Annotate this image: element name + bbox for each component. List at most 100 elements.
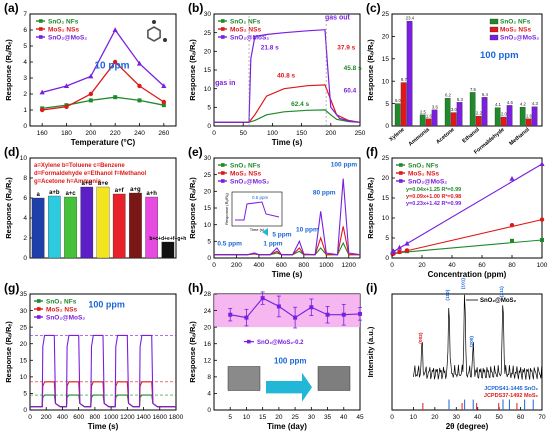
y-tick-label: 20 <box>204 49 212 56</box>
inset-arrow-icon <box>262 228 268 236</box>
y-tick-label: 7 <box>23 11 27 18</box>
y-tick-label: 5 <box>385 235 389 242</box>
legend-swatch <box>489 26 499 33</box>
response-time-label: 62.4 s <box>291 101 309 108</box>
data-point <box>404 240 410 246</box>
category-label: Xylene <box>388 127 405 143</box>
bar <box>475 115 482 127</box>
panel-label: (h) <box>188 281 203 295</box>
x-tick-label: 240 <box>134 130 145 137</box>
legend-entry: SnO₂ NFs <box>500 19 531 26</box>
x-axis-label: Temperature (°C) <box>71 138 136 147</box>
bar <box>481 97 488 127</box>
legend-marker <box>221 27 225 31</box>
x-tick-label: 200 <box>41 414 52 421</box>
x-tick-label: 10 <box>243 414 251 421</box>
y-tick-label: 25 <box>382 11 390 18</box>
bar-value-label: 2.2 <box>476 111 483 116</box>
data-point <box>293 315 298 320</box>
fit-equation: y=0.04x+1.25 R²=0.99 <box>406 186 461 193</box>
bar <box>500 116 507 127</box>
y-tick-label: 35 <box>20 291 28 298</box>
data-point <box>63 83 70 88</box>
y-tick-label: 15 <box>204 205 212 212</box>
data-point <box>88 73 94 79</box>
y-tick-label: 6 <box>23 27 27 34</box>
category-label: Ammonia <box>408 126 432 147</box>
legend-entry: MoS₂ NSs <box>46 306 77 313</box>
x-axis-label: Time (day) <box>267 422 307 431</box>
data-point <box>309 305 314 310</box>
bar <box>531 106 538 127</box>
x-tick-label: 220 <box>110 130 121 137</box>
legend-entry: MoS₂ NSs <box>408 170 439 177</box>
y-tick-label: 15 <box>20 357 28 364</box>
y-tick-label: 3 <box>23 75 27 82</box>
y-axis-label: Intensity (a.u.) <box>366 326 375 377</box>
gas-key-line: g=Acetone h=Ammonia <box>34 179 102 185</box>
bar <box>506 105 513 127</box>
x-tick-label: 0 <box>212 130 216 137</box>
condition-annotation: 100 ppm <box>480 50 519 61</box>
x-tick-label: 5 <box>228 414 232 421</box>
data-point <box>260 296 265 301</box>
y-tick-label: 0 <box>207 123 211 130</box>
data-point <box>539 161 545 166</box>
bar <box>48 195 61 259</box>
x-tick-label: 150 <box>296 130 307 137</box>
legend-marker <box>37 315 41 319</box>
plot-frame <box>391 13 543 127</box>
legend-entry: SnO₂ NFs <box>48 18 79 25</box>
x-axis-label: Time (s) <box>88 422 119 431</box>
fit-equation: y=0.23x+1.42 R²=0.99 <box>406 200 461 207</box>
bar-value-label: 5.3 <box>457 97 464 102</box>
x-tick-label: 200 <box>85 130 96 137</box>
bar-category-label: a+d <box>82 181 93 187</box>
plot-frame <box>391 293 543 411</box>
legend-entry: MoS₂ NSs <box>230 26 261 33</box>
x-tick-label: 100 <box>267 130 278 137</box>
legend-entry: MoS₂ NSs <box>230 170 261 177</box>
series-line <box>214 109 361 123</box>
fit-line <box>392 219 543 255</box>
data-point <box>161 99 167 105</box>
bar <box>450 112 457 127</box>
inset-caption: After 45 days <box>270 368 305 374</box>
panel-label: (i) <box>366 281 377 295</box>
x-tick-label: 1200 <box>120 414 135 421</box>
y-tick-label: 10 <box>382 215 390 222</box>
data-point <box>113 95 118 100</box>
bar-category-label: a+e <box>98 181 109 187</box>
y-tick-label: 10 <box>20 155 28 162</box>
bar-value-label: 9.7 <box>401 77 408 82</box>
x-tick-label: 50 <box>496 414 504 421</box>
y-tick-label: 16 <box>204 341 212 348</box>
x-tick-label: 60 <box>517 414 525 421</box>
y-tick-label: 25 <box>20 324 28 331</box>
data-point <box>88 91 94 97</box>
x-axis-label: Time (s) <box>272 270 303 279</box>
bar <box>431 109 438 127</box>
bar-value-label: 2.0 <box>501 112 508 117</box>
y-tick-label: 10 <box>20 374 28 381</box>
x-axis-label: Concentration (ppm) <box>428 270 507 279</box>
panel-h: (h) 5 10 15 20 25 30 35 40 45 0 4 8 12 16 20 24 28 Time (d… <box>188 281 364 431</box>
x-tick-label: 100 <box>537 262 548 269</box>
panel-label: (g) <box>4 281 19 295</box>
gas-key-line: d=Formaldehyde e=Ethanol f=Methanol <box>34 171 147 177</box>
x-tick-label: 40 <box>474 414 482 421</box>
panel-label: (d) <box>4 145 19 159</box>
gas-in-label: gas in <box>215 80 235 87</box>
data-point <box>39 89 45 95</box>
peak-label: (200) <box>469 336 475 348</box>
data-point <box>64 104 69 110</box>
x-tick-label: 0 <box>212 262 216 269</box>
x-tick-label: 1000 <box>104 414 119 421</box>
series-line <box>42 28 165 94</box>
bar <box>469 92 476 127</box>
inset-series-line <box>235 201 280 221</box>
series-line <box>214 226 360 256</box>
y-tick-label: 0 <box>207 407 211 414</box>
bar <box>494 107 501 127</box>
panel-label: (c) <box>366 1 381 15</box>
